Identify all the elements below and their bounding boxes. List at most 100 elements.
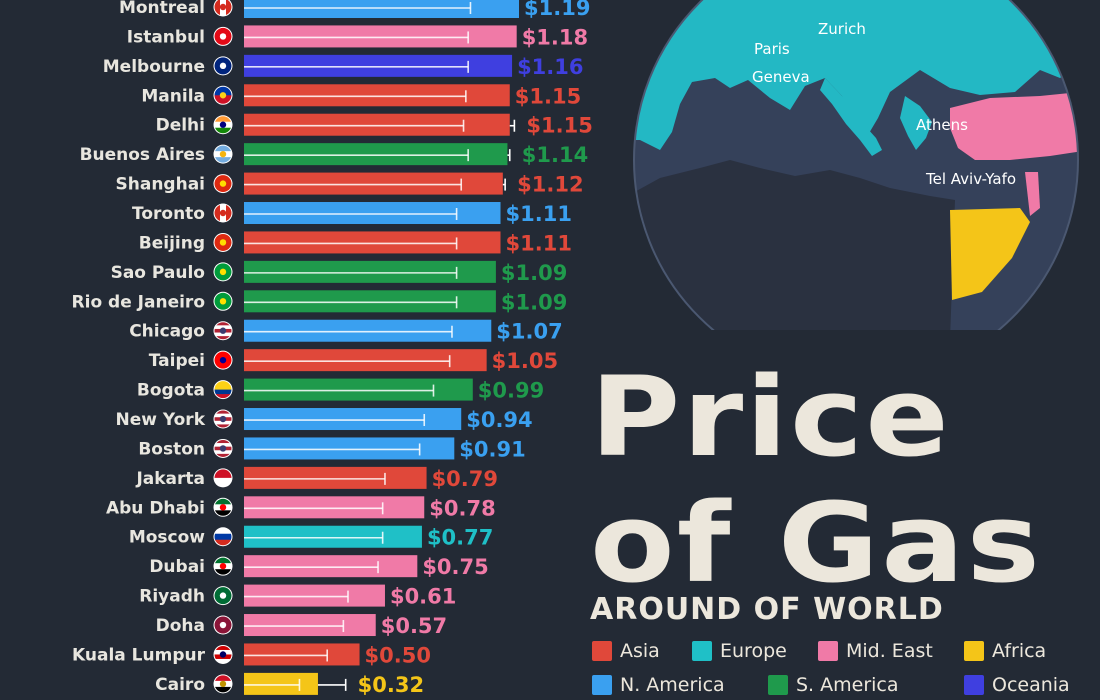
flag-stripe-abu-dhabi	[214, 498, 232, 505]
legend-swatch-n-america	[592, 675, 612, 695]
flag-emblem-sao-paulo	[219, 268, 227, 276]
flag-stripe-boston	[214, 450, 232, 455]
flag-stripe-moscow	[214, 539, 232, 546]
map-label-zurich: Zurich	[818, 20, 866, 38]
legend-item-s-america: S. America	[768, 674, 899, 696]
bar-chicago	[244, 319, 492, 342]
legend-label-oceania: Oceania	[992, 674, 1070, 696]
legend-swatch-s-america	[768, 675, 788, 695]
city-label-sao-paulo: Sao Paulo	[111, 263, 205, 283]
city-label-istanbul: Istanbul	[127, 27, 205, 47]
bar-manila	[244, 84, 510, 107]
flag-stripe-toronto	[214, 204, 221, 222]
city-label-rio-de-janeiro: Rio de Janeiro	[72, 292, 205, 312]
city-label-melbourne: Melbourne	[103, 57, 205, 77]
flag-stripe-jakarta	[214, 469, 232, 479]
city-label-boston: Boston	[138, 439, 205, 459]
flag-stripe-delhi	[214, 116, 232, 123]
flag-emblem-dubai	[219, 562, 227, 570]
flag-stripe-jakarta	[214, 477, 232, 487]
city-label-moscow: Moscow	[129, 528, 205, 548]
flag-emblem-boston	[219, 445, 227, 452]
flag-stripe-buenos-aires	[214, 145, 232, 152]
bar-abu-dhabi	[244, 496, 425, 519]
flag-stripe-montreal	[214, 0, 221, 16]
city-label-beijing: Beijing	[139, 233, 205, 253]
flag-stripe-boston	[214, 443, 232, 448]
flag-stripe-bogota	[214, 394, 232, 399]
greece-landmass	[900, 96, 932, 150]
city-label-dubai: Dubai	[149, 557, 205, 577]
flag-stripe-chicago	[214, 322, 232, 326]
flag-stripe-boston	[214, 439, 232, 444]
flag-stripe-new-york	[214, 410, 232, 415]
value-label-rio-de-janeiro: $1.09	[501, 290, 567, 314]
flag-stripe-moscow	[214, 533, 232, 541]
flag-emblem-chicago	[219, 327, 227, 334]
city-label-delhi: Delhi	[156, 116, 205, 136]
bar-buenos-aires	[244, 143, 508, 166]
bar-chart: Montreal $1.19 Istanbul $1.18 Melbourne $1.16…	[72, 0, 593, 697]
value-label-sao-paulo: $1.09	[501, 261, 567, 285]
flag-stripe-dubai	[214, 557, 232, 564]
page-subtitle: AROUND OF WORLD	[590, 592, 944, 627]
value-label-boston: $0.91	[459, 437, 525, 461]
flag-emblem-new-york	[219, 415, 227, 423]
flag-stripe-chicago	[214, 325, 232, 330]
italy-landmass	[820, 78, 882, 156]
city-label-toronto: Toronto	[132, 204, 205, 224]
flag-stripe-manila	[214, 95, 232, 104]
flag-stripe-delhi	[214, 127, 232, 134]
value-label-shanghai: $1.12	[517, 173, 583, 197]
flag-stripe-manila	[214, 86, 232, 96]
legend-label-africa: Africa	[992, 640, 1047, 662]
map-label-tel-aviv-yafo: Tel Aviv-Yafo	[925, 170, 1016, 188]
legend-label-europe: Europe	[720, 640, 787, 662]
value-label-kuala-lumpur: $0.50	[365, 643, 431, 667]
flag-emblem-kuala-lumpur	[219, 651, 227, 658]
city-label-cairo: Cairo	[155, 675, 205, 695]
legend-swatch-asia	[592, 641, 612, 661]
legend-item-oceania: Oceania	[964, 674, 1070, 696]
legend-label-asia: Asia	[620, 640, 660, 662]
city-label-kuala-lumpur: Kuala Lumpur	[72, 645, 206, 665]
middle-east-landmass	[1025, 172, 1040, 216]
globe-rim	[633, 0, 1079, 330]
legend-label-n-america: N. America	[620, 674, 725, 696]
flag-emblem-toronto	[219, 209, 227, 217]
city-label-shanghai: Shanghai	[116, 175, 206, 195]
city-label-manila: Manila	[141, 86, 205, 106]
flag-emblem-manila	[219, 92, 227, 99]
bar-riyadh	[244, 584, 385, 607]
city-label-taipei: Taipei	[149, 351, 205, 371]
flag-stripe-bogota	[214, 381, 232, 386]
flag-stripe-toronto	[226, 204, 232, 222]
flag-stripe-dubai	[214, 569, 232, 575]
mediterranean-map: Zurich Paris Geneva Athens Tel Aviv-Yafo	[633, 0, 1079, 330]
value-label-toronto: $1.11	[506, 202, 572, 226]
value-label-manila: $1.15	[515, 84, 581, 108]
bar-kuala-lumpur	[244, 643, 360, 666]
value-label-jakarta: $0.79	[432, 467, 498, 491]
value-label-new-york: $0.94	[466, 408, 532, 432]
flag-emblem-abu-dhabi	[219, 504, 227, 511]
value-label-beijing: $1.11	[506, 231, 572, 255]
value-label-chicago: $1.07	[496, 320, 562, 344]
legend-item-europe: Europe	[692, 640, 787, 662]
legend-label-mid-east: Mid. East	[846, 640, 933, 662]
flag-stripe-montreal	[226, 0, 232, 16]
flag-stripe-boston	[214, 453, 232, 457]
flag-emblem-buenos-aires	[219, 150, 227, 158]
value-label-moscow: $0.77	[427, 526, 493, 550]
map-label-athens: Athens	[916, 116, 968, 134]
legend-swatch-europe	[692, 641, 712, 661]
flag-emblem-riyadh	[219, 592, 227, 599]
value-label-doha: $0.57	[381, 614, 447, 638]
flag-stripe-chicago	[214, 336, 232, 340]
north-africa-landmass	[634, 160, 955, 330]
flag-emblem-melbourne	[219, 62, 227, 70]
flag-stripe-kuala-lumpur	[214, 658, 232, 663]
flag-emblem-cairo	[219, 680, 227, 688]
flag-emblem-doha	[219, 621, 227, 629]
bar-new-york	[244, 408, 462, 431]
